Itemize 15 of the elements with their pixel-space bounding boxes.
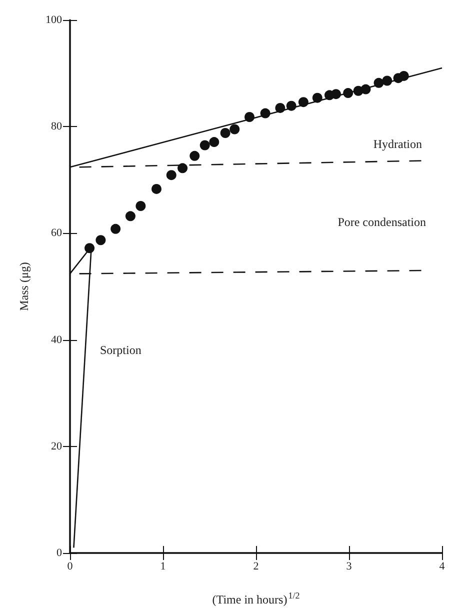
y-tick-label: 60 — [51, 227, 62, 240]
y-axis-title: Mass (μg) — [17, 262, 31, 311]
y-tick-label: 40 — [51, 334, 62, 346]
y-tick-label: 0 — [56, 547, 62, 559]
x-tick-label: 0 — [67, 560, 74, 572]
annotation: Sorption — [100, 343, 142, 357]
annotation: Pore condensation — [338, 215, 426, 229]
y-tick-label: 80 — [51, 120, 62, 133]
y-tick-label: 20 — [51, 440, 62, 452]
x-tick-label: 1 — [160, 560, 166, 572]
x-tick-label: 3 — [346, 560, 352, 572]
x-tick-label: 4 — [439, 560, 446, 572]
annotation: Hydration — [373, 137, 422, 151]
x-tick-label: 2 — [253, 560, 259, 572]
y-tick-label: 100 — [46, 14, 62, 26]
